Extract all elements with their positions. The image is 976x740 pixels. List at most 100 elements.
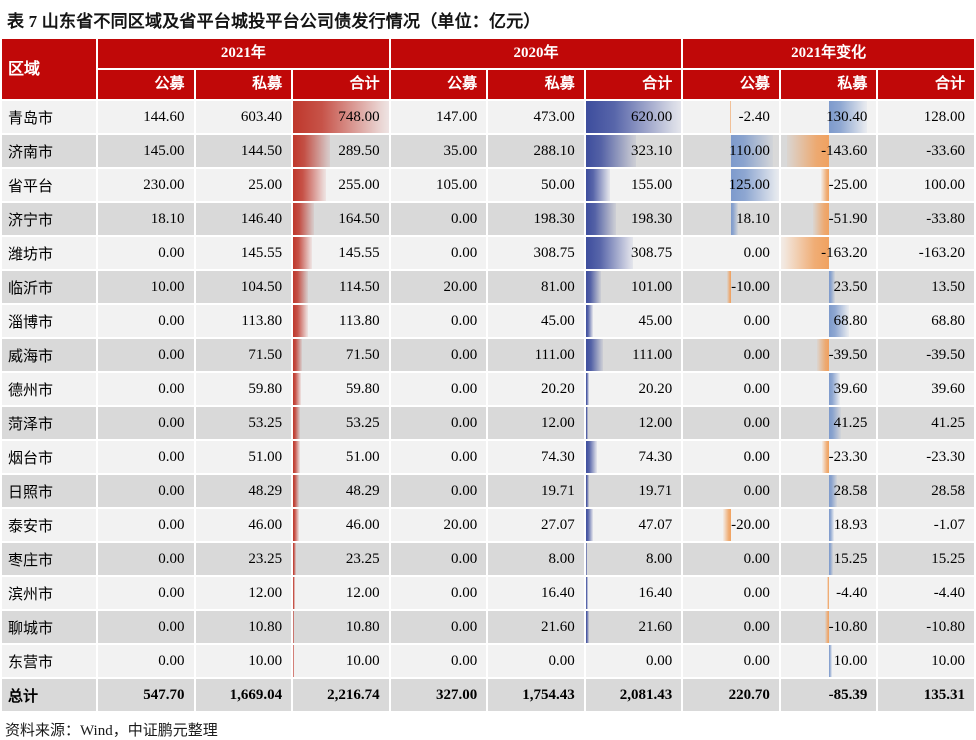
- value-cell: 0.00: [98, 237, 194, 269]
- cell-value: 145.55: [240, 244, 283, 261]
- value-cell: 620.00: [585, 101, 682, 133]
- value-cell: 25.00: [195, 169, 292, 201]
- value-cell: 48.29: [293, 475, 389, 507]
- value-cell: 0.00: [98, 305, 194, 337]
- value-cell: 51.00: [195, 441, 292, 473]
- cell-value: 113.80: [241, 312, 283, 329]
- cell-value: 16.40: [540, 584, 575, 601]
- value-cell: -143.60: [780, 135, 877, 167]
- value-cell: 0.00: [390, 305, 487, 337]
- value-cell: 308.75: [488, 237, 584, 269]
- cell-value: 145.00: [143, 142, 185, 159]
- cell-value: 51.00: [248, 448, 283, 465]
- value-cell: 20.20: [585, 373, 682, 405]
- data-bar: [828, 475, 837, 507]
- column-subheader-0-2: 合计: [293, 70, 389, 99]
- value-cell: 125.00: [683, 169, 779, 201]
- value-cell: 198.30: [585, 203, 682, 235]
- cell-value: 308.75: [533, 244, 575, 261]
- data-bar: [585, 611, 590, 643]
- value-cell: 1,754.43: [488, 679, 584, 711]
- cell-value: 111.00: [534, 346, 575, 363]
- cell-value: 146.40: [240, 210, 283, 227]
- cell-value: 8.00: [548, 550, 575, 567]
- value-cell: 0.00: [390, 441, 487, 473]
- cell-value: 53.25: [345, 414, 380, 431]
- value-cell: 23.25: [293, 543, 389, 575]
- value-cell: 0.00: [683, 645, 779, 677]
- value-cell: 0.00: [390, 203, 487, 235]
- cell-value: 0.00: [158, 482, 185, 499]
- value-cell: 15.25: [780, 543, 877, 575]
- value-cell: 45.00: [488, 305, 584, 337]
- header-row-groups: 区域 2021年 2020年 2021年变化: [2, 39, 974, 99]
- region-cell: 聊城市: [2, 611, 96, 643]
- cell-value: 10.80: [248, 618, 283, 635]
- value-cell: -39.50: [780, 339, 877, 371]
- value-cell: 113.80: [293, 305, 389, 337]
- cell-value: 130.40: [826, 108, 868, 125]
- cell-value: 10.00: [833, 652, 868, 669]
- region-cell: 德州市: [2, 373, 96, 405]
- cell-value: 74.30: [638, 448, 673, 465]
- cell-value: 51.00: [345, 448, 380, 465]
- region-cell: 总计: [2, 679, 96, 711]
- region-cell: 临沂市: [2, 271, 96, 303]
- column-subheader-1-1: 私募: [488, 70, 584, 99]
- cell-value: 12.00: [248, 584, 283, 601]
- value-cell: 74.30: [585, 441, 682, 473]
- cell-value: -33.80: [926, 210, 965, 227]
- value-cell: 10.80: [195, 611, 292, 643]
- cell-value: -51.90: [828, 210, 868, 227]
- data-bar: [821, 441, 829, 473]
- cell-value: 135.31: [923, 686, 965, 703]
- region-cell: 威海市: [2, 339, 96, 371]
- table-title: 表 7 山东省不同区域及省平台城投平台公司债发行情况（单位：亿元）: [7, 12, 541, 31]
- value-cell: 71.50: [293, 339, 389, 371]
- cell-value: 0.00: [743, 482, 770, 499]
- cell-value: 20.20: [638, 380, 673, 397]
- data-bar: [585, 339, 603, 371]
- cell-value: 46.00: [248, 516, 283, 533]
- value-cell: 0.00: [98, 475, 194, 507]
- column-group-header-2: 2021年变化: [683, 39, 974, 68]
- cell-value: 28.58: [931, 482, 965, 499]
- region-cell: 日照市: [2, 475, 96, 507]
- value-cell: 128.00: [878, 101, 974, 133]
- value-cell: -4.40: [878, 577, 974, 609]
- value-cell: -23.30: [878, 441, 974, 473]
- table-row: 济宁市 18.10 146.40 164.50 0.00 198.30 198.30 18.1…: [2, 203, 974, 235]
- data-bar: [585, 475, 589, 507]
- data-bar: [813, 203, 829, 235]
- value-cell: 473.00: [488, 101, 584, 133]
- cell-value: 113.80: [338, 312, 380, 329]
- value-cell: -10.80: [878, 611, 974, 643]
- value-cell: 164.50: [293, 203, 389, 235]
- cell-value: 164.50: [338, 210, 380, 227]
- value-cell: 0.00: [390, 237, 487, 269]
- data-bar: [293, 169, 326, 201]
- value-cell: 147.00: [390, 101, 487, 133]
- cell-value: 53.25: [248, 414, 283, 431]
- value-cell: 10.80: [293, 611, 389, 643]
- column-group-header-1: 2020年: [390, 39, 682, 68]
- value-cell: 27.07: [488, 509, 584, 541]
- cell-value: 8.00: [646, 550, 673, 567]
- cell-value: 144.60: [143, 108, 185, 125]
- value-cell: 59.80: [293, 373, 389, 405]
- cell-value: -2.40: [738, 108, 770, 125]
- cell-value: 110.00: [729, 142, 770, 159]
- cell-value: 48.29: [248, 482, 283, 499]
- cell-value: -143.60: [821, 142, 868, 159]
- data-bar: [828, 373, 841, 405]
- value-cell: 0.00: [390, 645, 487, 677]
- value-cell: 10.00: [878, 645, 974, 677]
- cell-value: 41.25: [931, 414, 965, 431]
- value-cell: 47.07: [585, 509, 682, 541]
- cell-value: 0.00: [450, 482, 478, 499]
- data-bar: [585, 407, 588, 439]
- value-cell: 130.40: [780, 101, 877, 133]
- cell-value: 0.00: [743, 448, 770, 465]
- data-bar: [293, 373, 301, 405]
- cell-value: 198.30: [631, 210, 673, 227]
